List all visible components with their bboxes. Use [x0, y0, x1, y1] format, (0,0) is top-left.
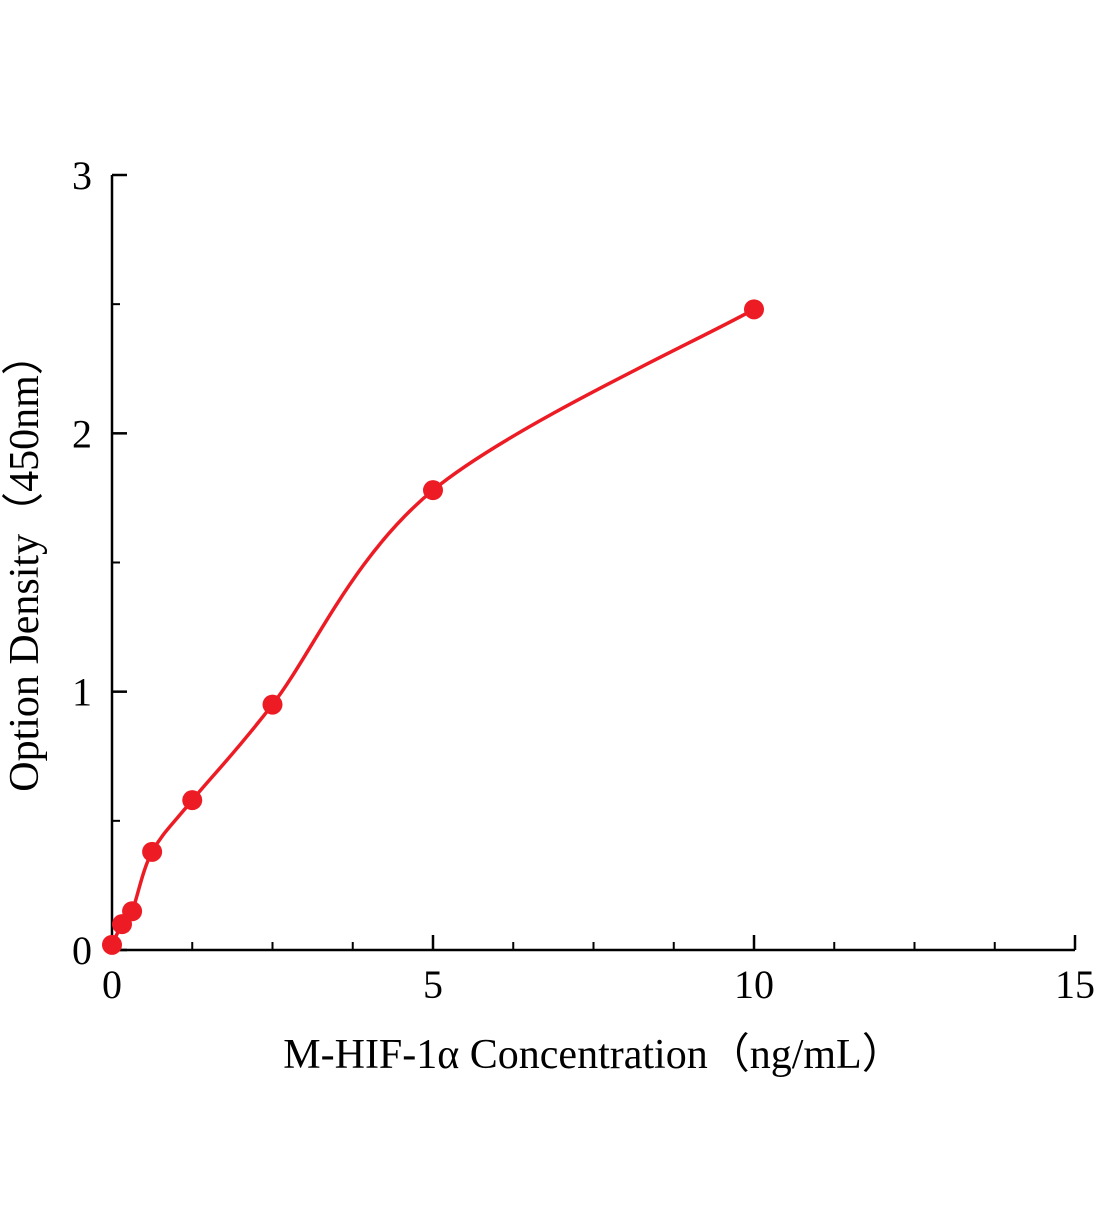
x-tick-label: 0: [102, 962, 122, 1007]
data-point: [423, 480, 443, 501]
data-point: [142, 841, 163, 862]
x-tick-label: 10: [734, 962, 774, 1007]
y-tick-label: 1: [72, 670, 92, 715]
y-tick-label: 0: [72, 928, 92, 973]
x-tick-label: 15: [1055, 962, 1095, 1007]
data-point: [122, 901, 143, 922]
data-point: [744, 299, 764, 320]
x-tick-label: 5: [423, 962, 443, 1007]
y-axis-label: Option Density（450nm）: [2, 333, 48, 792]
data-point: [102, 934, 122, 955]
y-tick-label: 3: [72, 153, 92, 198]
y-tick-label: 2: [72, 411, 92, 456]
x-axis-label: M-HIF-1α Concentration（ng/mL）: [283, 1032, 903, 1078]
data-point: [182, 790, 203, 811]
data-point: [262, 694, 283, 715]
